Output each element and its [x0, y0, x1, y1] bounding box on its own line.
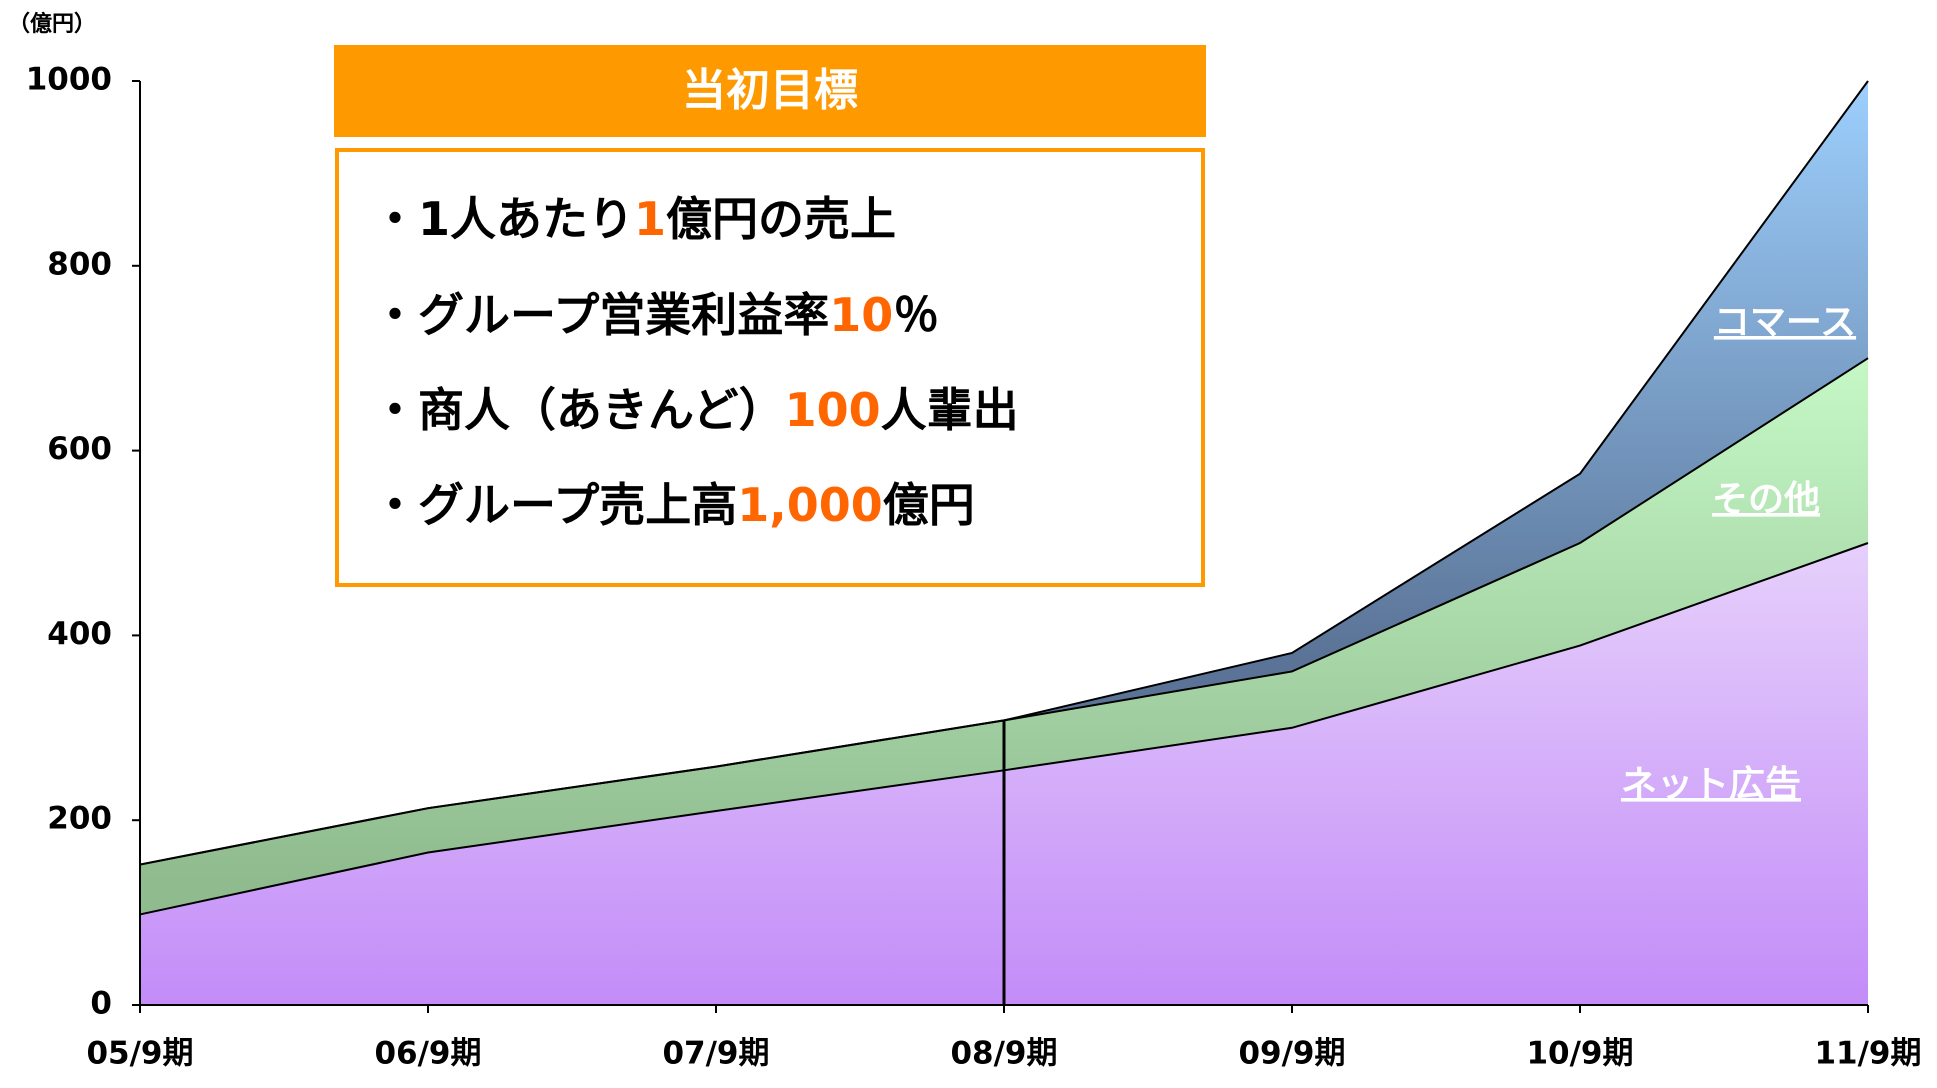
goal-item: ・商人（あきんど）100人輩出	[372, 383, 1019, 437]
x-tick-label: 11/9期	[1814, 1036, 1921, 1072]
goal-item: ・グループ営業利益率10％	[372, 288, 939, 342]
x-tick-label: 07/9期	[662, 1036, 769, 1072]
goal-item-part: ・グループ売上高	[372, 478, 737, 532]
goal-item-part: 100	[785, 383, 881, 437]
y-tick-label: 0	[90, 986, 112, 1022]
x-tick-label: 10/9期	[1526, 1036, 1633, 1072]
goal-item-part: 億円の売上	[666, 192, 896, 246]
x-tick-label: 09/9期	[1238, 1036, 1345, 1072]
series-label: コマース	[1714, 302, 1856, 343]
series-label: その他	[1712, 479, 1820, 520]
goal-item-part: 1,000	[737, 478, 883, 532]
x-tick-label: 05/9期	[86, 1036, 193, 1072]
area	[140, 358, 1868, 915]
x-tick-label: 08/9期	[950, 1036, 1057, 1072]
y-tick-label: 200	[47, 801, 112, 837]
y-tick-label: 600	[47, 431, 112, 467]
goal-box	[335, 148, 1205, 587]
goal-item-part: 10	[829, 288, 893, 342]
goal-item-part: ％	[893, 288, 939, 342]
x-tick-label: 06/9期	[374, 1036, 481, 1072]
unit-label: （億円）	[8, 11, 96, 37]
goal-item: ・1人あたり1億円の売上	[372, 192, 896, 246]
goal-item: ・グループ売上高1,000億円	[372, 478, 975, 532]
y-tick-label: 1000	[26, 62, 112, 98]
goal-item-part: ・グループ営業利益率	[372, 288, 829, 342]
y-tick-label: 800	[47, 246, 112, 282]
y-tick-label: 400	[47, 616, 112, 652]
goal-item-part: 億円	[883, 478, 975, 532]
goal-title: 当初目標	[682, 65, 858, 116]
series-label: ネット広告	[1621, 764, 1801, 805]
goal-title-bg	[334, 45, 1206, 137]
goal-item-part: 1	[634, 192, 666, 246]
goal-item-part: ・商人（あきんど）	[372, 383, 785, 437]
goal-item-part: ・1人あたり	[372, 192, 634, 246]
goal-item-part: 人輩出	[881, 383, 1019, 437]
